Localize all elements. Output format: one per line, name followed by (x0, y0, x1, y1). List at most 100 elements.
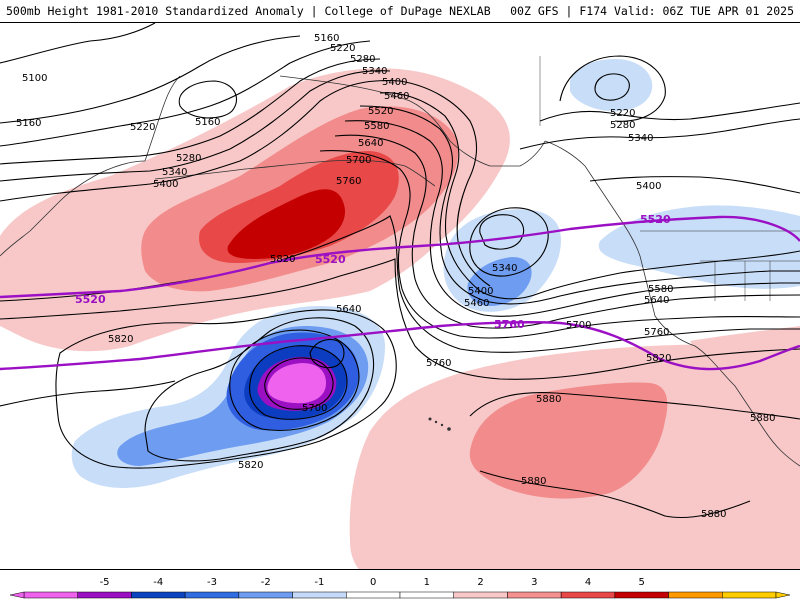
colorbar-segment (399, 591, 454, 599)
contour-label: 5820 (108, 334, 133, 345)
colorbar-tick-label: 3 (531, 577, 537, 588)
contour-label: 5520 (368, 106, 393, 117)
contour-5400 (0, 80, 491, 287)
hawaii-island (428, 417, 432, 421)
aleutian-chain (154, 159, 436, 187)
colorbar-segment (453, 591, 508, 599)
contour-label: 5700 (566, 320, 591, 331)
contour-label: 5820 (270, 254, 295, 265)
contour-label: 5400 (636, 181, 661, 192)
hawaii-island (447, 427, 451, 431)
contour-label: 5340 (628, 133, 653, 144)
reference-label: 5520 (315, 253, 346, 266)
contour-5460-low (309, 338, 345, 369)
reference-line-5760 (0, 320, 800, 371)
colorbar-tick-label: 0 (370, 577, 376, 588)
contour-label: 5400 (468, 286, 493, 297)
colorbar-tick-label: -4 (153, 577, 163, 588)
contour-northeast-5400 (589, 176, 800, 194)
contour-label: 5880 (536, 394, 561, 405)
contour-5220 (0, 40, 371, 147)
colorbar-tick-label: -2 (261, 577, 271, 588)
colorbar-tick-label: 2 (477, 577, 483, 588)
contour-label: 5820 (646, 353, 671, 364)
negative-anomaly-1sd-northeast (570, 59, 653, 112)
contour-label: 5340 (162, 167, 187, 178)
contour-label: 5400 (382, 77, 407, 88)
contour-5160 (0, 35, 301, 124)
contour-label: 5820 (238, 460, 263, 471)
contour-label: 5220 (130, 122, 155, 133)
contour-5880 (0, 380, 176, 407)
map-panel: 5100 5160 5160 5160 5220 5220 5220 5280 … (0, 22, 800, 570)
contour-label: 5580 (648, 284, 673, 295)
contour-label: 5880 (701, 509, 726, 520)
colorbar-segments (9, 591, 791, 599)
contour-label: 5220 (330, 43, 355, 54)
contour-label: 5280 (176, 153, 201, 164)
contour-label: 5220 (610, 108, 635, 119)
contour-gulf-low (479, 214, 525, 250)
contour-northeast-5280 (539, 102, 800, 122)
contour-5700-low (144, 317, 375, 462)
contour-5640 (334, 134, 800, 329)
contour-label: 5760 (644, 327, 669, 338)
contour-label: 5880 (521, 476, 546, 487)
contour-label: 5160 (314, 33, 339, 44)
colorbar-segment (614, 591, 669, 599)
map-canvas: 5100 5160 5160 5160 5220 5220 5220 5280 … (0, 23, 800, 569)
colorbar-segment (292, 591, 347, 599)
colorbar-segment (346, 591, 401, 599)
contour-5640-low (229, 329, 360, 432)
contour-5460 (379, 92, 800, 300)
contour-5520-low (264, 357, 334, 410)
colorbar-segment (77, 591, 132, 599)
contour-label: 5340 (492, 263, 517, 274)
contour-5580-low (249, 345, 348, 420)
contour-5880-south (479, 470, 751, 519)
colorbar-segment (184, 591, 240, 599)
contour-label: 5760 (336, 176, 361, 187)
contour-5700 (319, 150, 800, 339)
colorbar-max-arrow (775, 591, 791, 599)
contour-label: 5100 (22, 73, 47, 84)
contour-label: 5460 (464, 298, 489, 309)
model-run-label: 00Z GFS | F174 Valid: 06Z TUE APR 01 202… (510, 4, 794, 18)
map-header: 500mb Height 1981-2010 Standardized Anom… (0, 0, 800, 22)
contour-label: 5280 (350, 54, 375, 65)
contour-5760-low (55, 309, 397, 469)
reference-label: 5760 (494, 318, 525, 331)
positive-anomaly-4sd (227, 189, 345, 259)
colorbar-segment (23, 591, 78, 599)
colorbar-tick-label: -5 (100, 577, 110, 588)
contour-label: 5400 (153, 179, 178, 190)
asia-coast (0, 160, 146, 257)
islands (428, 417, 451, 431)
reference-label: 5520 (640, 213, 671, 226)
contour-label: 5280 (610, 120, 635, 131)
hawaii-island (440, 423, 444, 427)
positive-anomaly-2sd-east (469, 382, 668, 499)
contour-label: 5160 (195, 117, 220, 128)
contour-labels: 5100 5160 5160 5160 5220 5220 5220 5280 … (16, 33, 775, 520)
contour-northeast-5220 (559, 55, 666, 122)
colorbar-segment (722, 591, 777, 599)
contour-label: 5340 (362, 66, 387, 77)
canada-borders (539, 56, 800, 301)
contour-5880-east (469, 392, 800, 420)
contour-gulf-low-2 (469, 207, 549, 277)
contour-5160-closed (178, 80, 237, 119)
contour-label: 5700 (302, 403, 327, 414)
contour-northeast-5340 (519, 118, 800, 150)
kamchatka (144, 75, 181, 162)
contour-5820 (0, 258, 800, 380)
height-contours (0, 23, 800, 519)
colorbar-tick-label: -3 (207, 577, 217, 588)
colorbar-tick-label: 1 (424, 577, 430, 588)
colorbar-segment (507, 591, 562, 599)
colorbar-tick-label: 5 (639, 577, 645, 588)
anomaly-shading (0, 59, 800, 569)
reference-labels: 5520 5520 5520 5760 (75, 213, 671, 331)
hawaii-island (434, 420, 438, 424)
negative-anomaly-2sd-gulf (467, 257, 532, 306)
